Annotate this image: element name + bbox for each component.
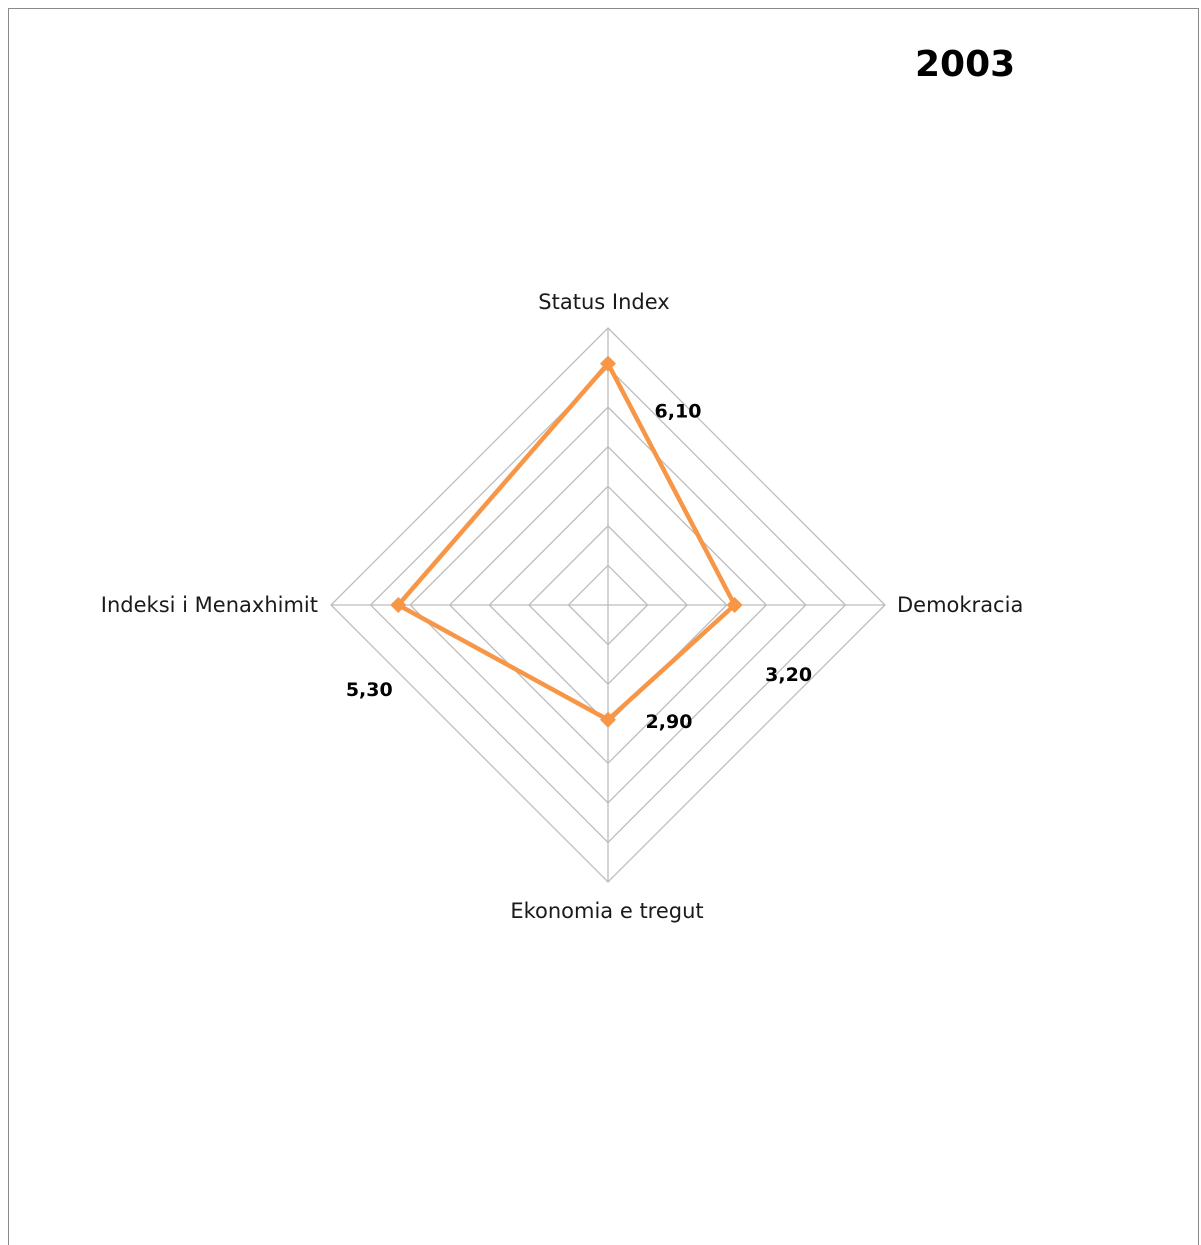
data-point-0 bbox=[600, 355, 616, 372]
axis-label-3: Indeksi i Menaxhimit bbox=[101, 593, 318, 617]
data-label-0: 6,10 bbox=[655, 401, 702, 423]
radar-labels: Status Index Demokracia Ekonomia e tregut I… bbox=[101, 290, 1024, 923]
axis-label-1: Demokracia bbox=[897, 593, 1023, 617]
data-label-3: 5,30 bbox=[346, 679, 393, 701]
chart-title: 2003 bbox=[915, 44, 1016, 85]
chart-frame bbox=[8, 8, 1199, 1245]
radar-series bbox=[390, 355, 743, 728]
data-point-2 bbox=[600, 711, 616, 728]
axis-label-0: Status Index bbox=[538, 290, 669, 314]
data-label-2: 2,90 bbox=[646, 711, 693, 733]
radar-grid bbox=[330, 327, 886, 883]
data-point-3 bbox=[390, 597, 407, 613]
data-label-1: 3,20 bbox=[765, 664, 812, 686]
axis-label-2: Ekonomia e tregut bbox=[510, 899, 703, 923]
data-point-1 bbox=[726, 597, 743, 613]
